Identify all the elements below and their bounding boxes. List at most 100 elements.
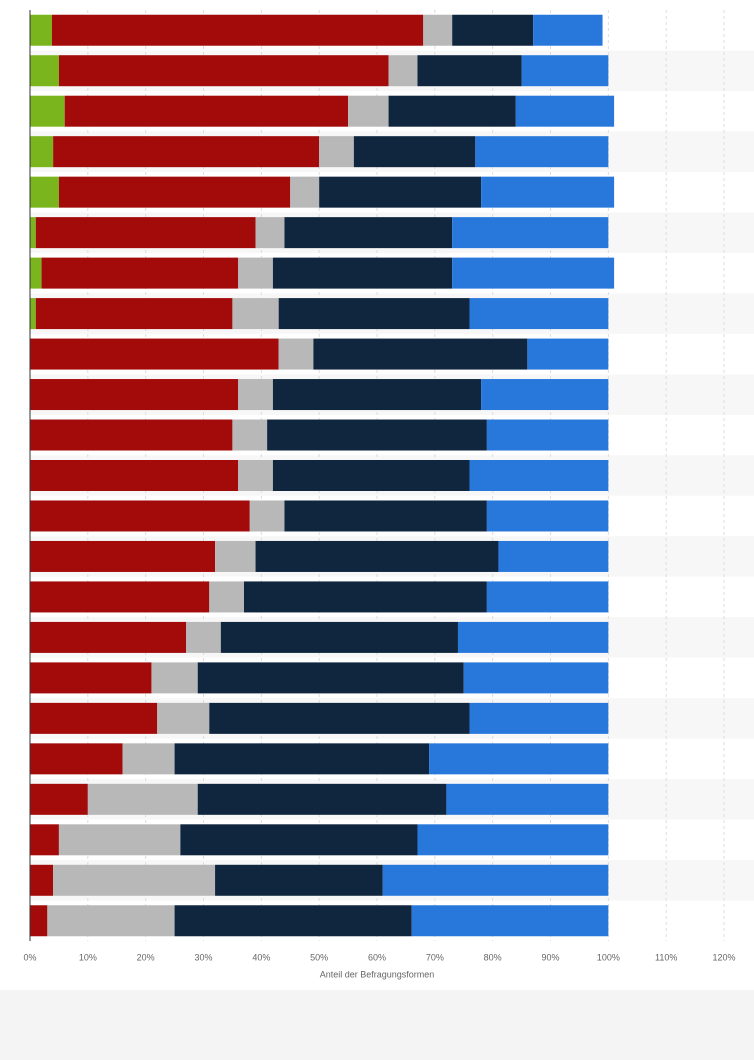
bar-segment bbox=[255, 540, 499, 572]
x-tick-label: 90% bbox=[541, 952, 559, 962]
bar-segment bbox=[463, 662, 609, 694]
bar-segment bbox=[284, 500, 487, 532]
bar-segment bbox=[51, 14, 424, 46]
bar-segment bbox=[457, 621, 609, 653]
bar-segment bbox=[388, 95, 516, 127]
bar-segment bbox=[53, 136, 320, 168]
bar-segment bbox=[475, 136, 609, 168]
bar-segment bbox=[186, 621, 221, 653]
bar-segment bbox=[30, 55, 59, 87]
bar-segment bbox=[174, 743, 430, 775]
bar-segment bbox=[267, 419, 487, 451]
bar-segment bbox=[469, 702, 609, 734]
bar-segment bbox=[30, 460, 239, 491]
bar-segment bbox=[30, 257, 42, 289]
bar-segment bbox=[238, 460, 273, 491]
bar-segment bbox=[197, 783, 447, 815]
bar-segment bbox=[30, 95, 65, 127]
bar-segment bbox=[64, 95, 349, 127]
bar-segment bbox=[319, 176, 482, 208]
x-axis-title: Anteil der Befragungsformen bbox=[320, 969, 435, 979]
bar-segment bbox=[388, 55, 418, 87]
x-tick-label: 30% bbox=[194, 952, 212, 962]
bar-segment bbox=[533, 14, 603, 46]
bar-segment bbox=[411, 905, 609, 937]
bar-segment bbox=[30, 824, 59, 856]
bar-segment bbox=[157, 702, 210, 734]
bar-segment bbox=[284, 217, 453, 249]
bar-segment bbox=[238, 257, 273, 289]
bar-segment bbox=[278, 338, 314, 370]
bar-segment bbox=[238, 379, 273, 411]
bar-segment bbox=[486, 419, 609, 451]
x-tick-label: 50% bbox=[310, 952, 328, 962]
bar-segment bbox=[423, 14, 453, 46]
bar-segment bbox=[486, 500, 609, 532]
bar-segment bbox=[243, 581, 487, 613]
bar-segment bbox=[197, 662, 464, 694]
bar-segment bbox=[30, 500, 250, 532]
bar-segment bbox=[174, 905, 412, 937]
x-tick-label: 110% bbox=[655, 952, 677, 962]
bar-segment bbox=[498, 540, 609, 572]
bar-segment bbox=[232, 419, 268, 451]
bar-segment bbox=[30, 783, 88, 815]
bar-segment bbox=[255, 217, 285, 249]
bar-segment bbox=[272, 379, 482, 411]
bar-segment bbox=[290, 176, 320, 208]
bar-segment bbox=[30, 136, 54, 168]
bar-segment bbox=[481, 176, 615, 208]
bar-segment bbox=[215, 540, 256, 572]
bar-segment bbox=[180, 824, 418, 856]
bar-segment bbox=[35, 217, 256, 249]
bar-segment bbox=[272, 460, 470, 491]
bar-segment bbox=[272, 257, 453, 289]
bar-segment bbox=[58, 824, 181, 856]
bar-segment bbox=[417, 824, 609, 856]
bar-segment bbox=[452, 14, 534, 46]
bar-segment bbox=[151, 662, 198, 694]
bar-segment bbox=[481, 379, 609, 411]
bar-segment bbox=[53, 864, 216, 896]
bar-segment bbox=[30, 621, 187, 653]
bar-segment bbox=[30, 743, 123, 775]
bar-segment bbox=[122, 743, 175, 775]
bar-segment bbox=[30, 14, 52, 46]
bar-segment bbox=[278, 298, 470, 330]
bar-segment bbox=[382, 864, 609, 896]
bar-segment bbox=[232, 298, 279, 330]
bar-segment bbox=[215, 864, 383, 896]
bar-segment bbox=[209, 702, 470, 734]
x-tick-label: 80% bbox=[484, 952, 502, 962]
bar-segment bbox=[452, 217, 609, 249]
bar-segment bbox=[30, 905, 48, 937]
bar-segment bbox=[41, 257, 239, 289]
x-tick-label: 70% bbox=[426, 952, 444, 962]
x-tick-label: 0% bbox=[23, 952, 36, 962]
bar-segment bbox=[319, 136, 354, 168]
bar-segment bbox=[429, 743, 609, 775]
bar-segment bbox=[47, 905, 175, 937]
bar-segment bbox=[30, 176, 59, 208]
bar-segment bbox=[209, 581, 244, 613]
bar-segment bbox=[58, 55, 389, 87]
x-tick-label: 100% bbox=[597, 952, 620, 962]
bar-segment bbox=[87, 783, 198, 815]
bar-segment bbox=[527, 338, 609, 370]
bar-segment bbox=[469, 298, 609, 330]
bar-segment bbox=[486, 581, 609, 613]
bar-segment bbox=[353, 136, 476, 168]
x-tick-label: 10% bbox=[79, 952, 97, 962]
bar-segment bbox=[30, 338, 279, 370]
bar-segment bbox=[521, 55, 609, 87]
bar-segment bbox=[30, 702, 158, 734]
bar-segment bbox=[30, 864, 54, 896]
bar-segment bbox=[30, 540, 216, 572]
bar-segment bbox=[452, 257, 615, 289]
x-tick-label: 60% bbox=[368, 952, 386, 962]
x-tick-label: 20% bbox=[137, 952, 155, 962]
bar-segment bbox=[30, 662, 152, 694]
bar-segment bbox=[417, 55, 522, 87]
